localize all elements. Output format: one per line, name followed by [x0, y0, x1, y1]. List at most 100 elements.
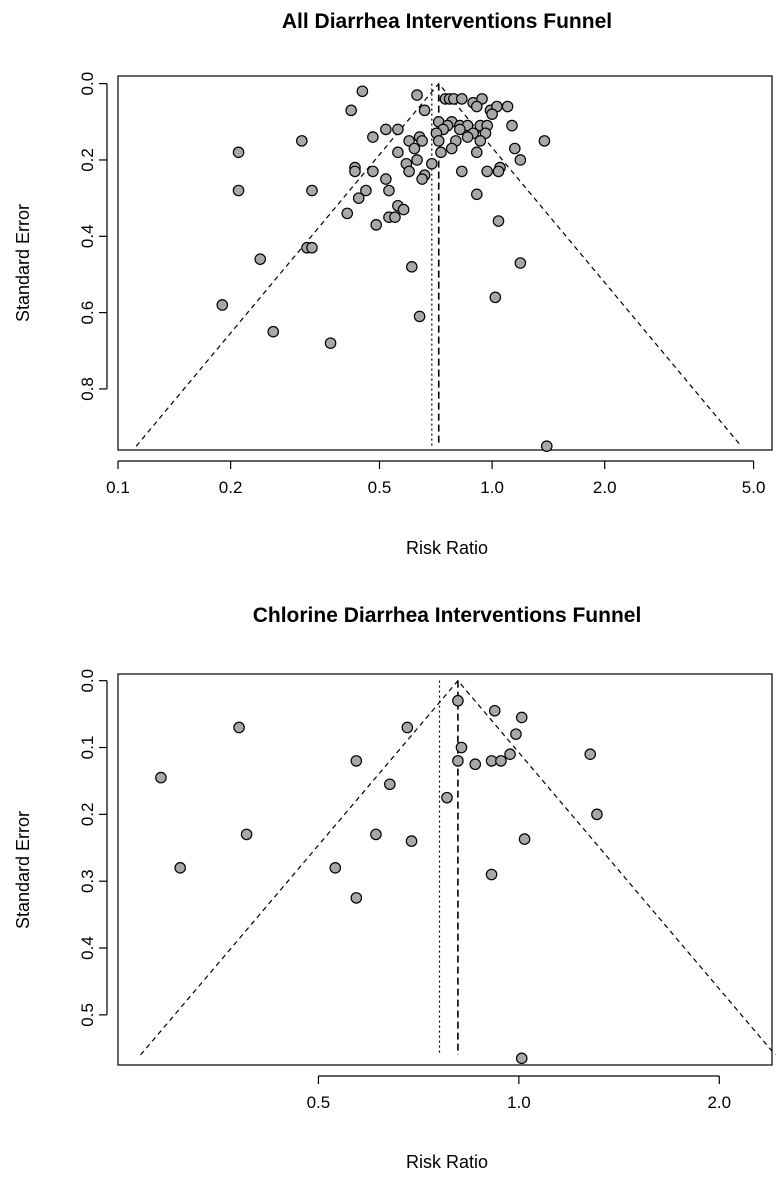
- y-tick-label: 0.5: [78, 1003, 97, 1027]
- study-point: [389, 211, 401, 224]
- study-point: [411, 154, 423, 166]
- study-point: [232, 184, 245, 197]
- study-point: [495, 755, 507, 767]
- study-point: [445, 142, 458, 155]
- study-point: [324, 337, 337, 349]
- study-point: [329, 862, 342, 874]
- study-point: [469, 758, 482, 771]
- study-point: [232, 146, 245, 159]
- study-point: [509, 142, 521, 155]
- study-point: [350, 755, 363, 767]
- study-point: [350, 892, 363, 904]
- study-point: [367, 131, 379, 143]
- x-axis: 0.1 0.2 0.5 1.0 2.0 5.0: [106, 460, 766, 497]
- study-point: [492, 165, 505, 178]
- study-point: [510, 728, 522, 740]
- y-tick-label: 0.2: [78, 803, 97, 827]
- study-point: [296, 135, 308, 147]
- study-point: [435, 146, 447, 159]
- y-tick-label: 0.4: [78, 224, 97, 248]
- study-point: [416, 135, 428, 147]
- study-point: [518, 833, 531, 845]
- study-point: [383, 184, 395, 197]
- x-tick-label: 0.2: [219, 478, 243, 497]
- study-point: [401, 721, 414, 734]
- study-point: [174, 862, 187, 874]
- study-point: [426, 157, 438, 170]
- study-point: [470, 100, 483, 113]
- study-point: [370, 828, 382, 841]
- study-point: [418, 104, 431, 117]
- study-point: [416, 173, 428, 185]
- study-point: [233, 721, 245, 734]
- study-point: [352, 192, 365, 204]
- y-tick-label: 0.3: [78, 869, 97, 893]
- study-point: [456, 93, 468, 105]
- x-tick-label: 2.0: [707, 1093, 731, 1112]
- x-tick-label: 0.5: [368, 478, 392, 497]
- study-point: [356, 85, 369, 98]
- x-tick-label: 1.0: [480, 478, 504, 497]
- study-point: [397, 203, 410, 216]
- study-point: [474, 135, 487, 147]
- y-tick-label: 0.4: [78, 936, 97, 960]
- plot-frame: [117, 75, 773, 451]
- x-tick-label: 0.1: [106, 478, 130, 497]
- y-tick-label: 0.2: [78, 148, 97, 172]
- study-point: [441, 791, 453, 804]
- study-point: [461, 131, 474, 143]
- study-point: [413, 310, 426, 323]
- study-point: [489, 291, 502, 304]
- study-point: [341, 207, 354, 220]
- study-point: [345, 104, 357, 117]
- study-point: [515, 1052, 528, 1065]
- study-point: [306, 241, 318, 254]
- study-point: [403, 165, 415, 178]
- study-point: [486, 108, 498, 120]
- study-point: [540, 440, 553, 452]
- study-point: [360, 184, 372, 197]
- study-point: [392, 146, 404, 159]
- study-point: [405, 835, 418, 847]
- study-point: [504, 748, 516, 761]
- study-point: [452, 694, 464, 707]
- x-axis-label: Risk Ratio: [406, 1152, 488, 1172]
- study-point: [267, 325, 280, 338]
- x-tick-label: 0.5: [307, 1093, 331, 1112]
- study-point: [591, 808, 603, 821]
- x-tick-label: 1.0: [507, 1093, 531, 1112]
- study-point: [584, 748, 597, 761]
- study-point: [240, 828, 253, 841]
- study-point: [470, 188, 483, 201]
- study-point: [349, 165, 361, 178]
- chlorine-interventions-panel: Chlorine Diarrhea Interventions Funnel 0…: [13, 604, 776, 1172]
- x-tick-label: 5.0: [742, 478, 766, 497]
- chart-title: Chlorine Diarrhea Interventions Funnel: [253, 604, 642, 627]
- study-point: [481, 165, 493, 178]
- study-point: [411, 89, 423, 101]
- y-tick-label: 0.1: [78, 736, 97, 760]
- study-point: [485, 868, 498, 881]
- study-point: [455, 741, 468, 754]
- study-points: [216, 85, 553, 452]
- study-point: [254, 253, 267, 265]
- y-tick-label: 0.8: [78, 377, 97, 401]
- chart-title: All Diarrhea Interventions Funnel: [282, 10, 612, 33]
- all-interventions-panel: All Diarrhea Interventions Funnel 0.1 0.2…: [13, 10, 773, 558]
- study-point: [380, 173, 392, 185]
- study-point: [367, 165, 379, 178]
- study-point: [514, 154, 527, 166]
- study-point: [408, 142, 421, 155]
- funnel-lines: [140, 679, 776, 1056]
- study-point: [470, 146, 483, 159]
- study-point: [155, 771, 167, 784]
- y-tick-label: 0.0: [78, 72, 97, 96]
- study-point: [454, 123, 466, 136]
- study-points: [155, 694, 603, 1065]
- study-point: [515, 711, 528, 724]
- study-point: [452, 755, 464, 767]
- study-point: [506, 119, 518, 132]
- y-axis: 0.0 0.2 0.4 0.6 0.8: [78, 72, 108, 401]
- study-point: [370, 219, 383, 231]
